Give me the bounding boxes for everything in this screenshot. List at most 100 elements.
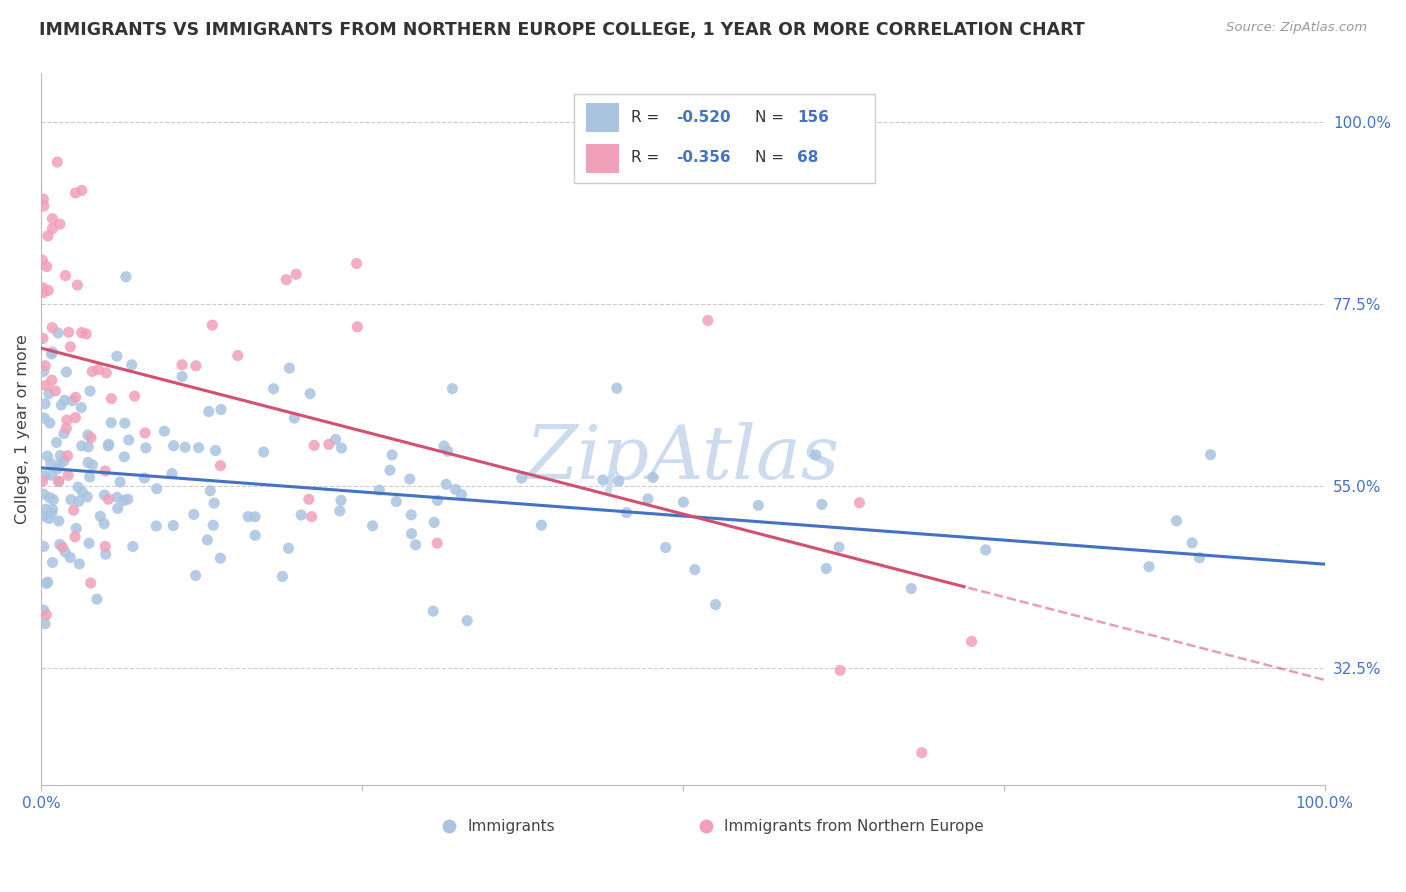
- Point: [93, 516, 115, 531]
- Point: [704, 598, 727, 612]
- Point: [184, 568, 207, 582]
- Point: [48, 475, 70, 489]
- Point: [79, 384, 101, 398]
- Point: [66, 278, 89, 293]
- Point: [31, 253, 53, 268]
- Point: [253, 445, 276, 459]
- Point: [51, 398, 73, 412]
- Point: [100, 392, 122, 406]
- Point: [271, 569, 294, 583]
- Point: [209, 458, 232, 473]
- Point: [55, 421, 77, 435]
- Point: [55, 365, 77, 379]
- Point: [77, 536, 100, 550]
- Point: [283, 411, 305, 425]
- Point: [65, 186, 87, 200]
- Point: [450, 487, 472, 501]
- Point: [346, 319, 368, 334]
- Point: [197, 404, 219, 418]
- Point: [53, 393, 76, 408]
- Point: [89, 509, 111, 524]
- Point: [82, 364, 104, 378]
- Point: [35, 502, 58, 516]
- Point: [654, 541, 676, 555]
- Point: [77, 440, 100, 454]
- Point: [97, 437, 120, 451]
- Point: [361, 518, 384, 533]
- Point: [226, 349, 249, 363]
- Point: [641, 470, 664, 484]
- Point: [696, 313, 718, 327]
- Point: [32, 603, 55, 617]
- Point: [200, 483, 222, 498]
- Point: [70, 183, 93, 197]
- Point: [65, 390, 87, 404]
- Point: [368, 483, 391, 497]
- Point: [75, 326, 97, 341]
- Point: [65, 521, 87, 535]
- Point: [32, 192, 55, 206]
- Point: [441, 382, 464, 396]
- Point: [385, 494, 408, 508]
- Point: [187, 441, 209, 455]
- Point: [77, 455, 100, 469]
- Point: [67, 494, 90, 508]
- Point: [70, 326, 93, 340]
- Point: [1199, 448, 1222, 462]
- Point: [134, 425, 156, 440]
- Point: [170, 358, 193, 372]
- Point: [94, 464, 117, 478]
- Point: [37, 449, 59, 463]
- Point: [278, 361, 301, 376]
- Point: [145, 482, 167, 496]
- Point: [32, 509, 55, 524]
- Point: [35, 576, 58, 591]
- Point: [426, 493, 449, 508]
- Point: [67, 557, 90, 571]
- Text: ZipAtlas: ZipAtlas: [526, 421, 839, 494]
- Point: [848, 496, 870, 510]
- Point: [41, 507, 63, 521]
- Point: [616, 506, 638, 520]
- Point: [510, 471, 533, 485]
- Point: [325, 433, 347, 447]
- Point: [46, 462, 69, 476]
- Point: [31, 474, 53, 488]
- Point: [37, 284, 59, 298]
- Point: [59, 550, 82, 565]
- Point: [105, 491, 128, 505]
- Point: [105, 349, 128, 363]
- Point: [436, 444, 458, 458]
- Point: [35, 378, 58, 392]
- Point: [1181, 536, 1204, 550]
- Point: [900, 582, 922, 596]
- Point: [276, 273, 298, 287]
- Point: [444, 483, 467, 497]
- Point: [145, 519, 167, 533]
- Point: [1188, 550, 1211, 565]
- Point: [606, 381, 628, 395]
- Point: [112, 450, 135, 464]
- Y-axis label: College, 1 year or more: College, 1 year or more: [15, 334, 30, 524]
- Point: [121, 358, 143, 372]
- Point: [401, 526, 423, 541]
- Point: [42, 492, 65, 507]
- Point: [108, 475, 131, 489]
- Point: [32, 487, 55, 501]
- Point: [37, 575, 59, 590]
- Point: [55, 268, 77, 283]
- Point: [456, 614, 478, 628]
- Point: [238, 509, 260, 524]
- Point: [592, 473, 614, 487]
- Point: [401, 508, 423, 522]
- Point: [39, 456, 62, 470]
- Point: [422, 604, 444, 618]
- Point: [41, 373, 63, 387]
- Point: [34, 397, 56, 411]
- Point: [112, 493, 135, 508]
- Point: [77, 428, 100, 442]
- Text: Immigrants from Northern Europe: Immigrants from Northern Europe: [724, 819, 984, 834]
- Point: [1137, 559, 1160, 574]
- Point: [290, 508, 312, 522]
- Point: [38, 386, 60, 401]
